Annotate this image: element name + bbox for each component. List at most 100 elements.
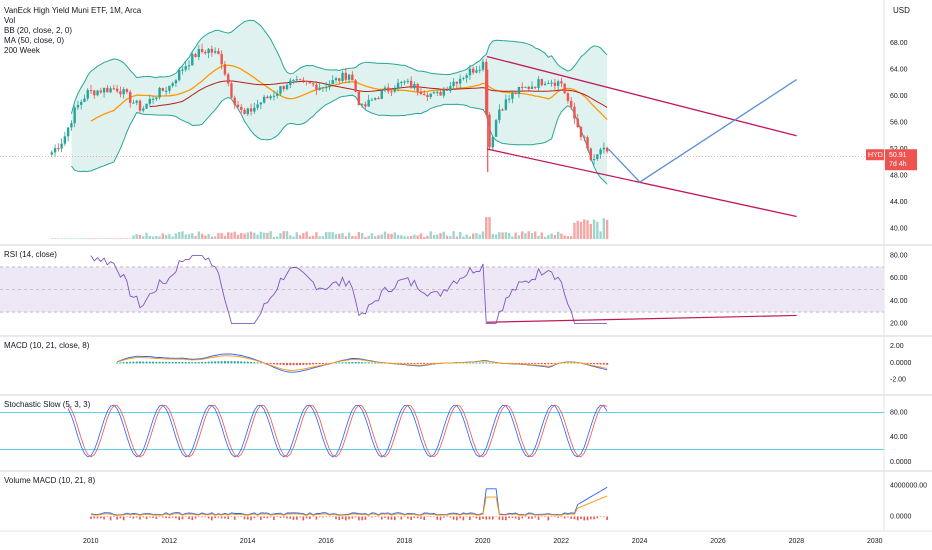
- candle-body: [227, 74, 230, 84]
- candle-body: [423, 94, 426, 96]
- volume-bar: [125, 238, 129, 239]
- macd-histogram-bar: [478, 362, 481, 364]
- macd-histogram-bar: [468, 362, 471, 364]
- candle-body: [191, 54, 194, 66]
- volume-bar: [266, 232, 269, 239]
- candle-body: [246, 108, 249, 115]
- candle-body: [377, 98, 380, 100]
- candle-body: [560, 81, 563, 84]
- candle-body: [540, 79, 543, 86]
- volume-bar: [318, 236, 321, 239]
- macd-histogram-bar: [308, 362, 311, 365]
- vmacd-histogram-bar: [122, 516, 125, 521]
- vmacd-histogram-bar: [305, 516, 308, 519]
- candle-body: [194, 54, 197, 57]
- vmacd-histogram-bar: [570, 516, 572, 519]
- bollinger-fill: [71, 20, 608, 185]
- vmacd-histogram-bar: [590, 516, 592, 520]
- macd-histogram-bar: [174, 361, 177, 364]
- volume-bar: [321, 236, 325, 239]
- vmacd-histogram-bar: [273, 516, 275, 520]
- macd-histogram-bar: [191, 362, 194, 364]
- legend-200week[interactable]: 200 Week: [4, 46, 40, 55]
- macd-histogram-bar: [361, 362, 364, 364]
- vmacd-histogram-bar: [302, 516, 305, 521]
- macd-histogram-bar: [531, 362, 533, 364]
- macd-histogram-bar: [514, 362, 517, 364]
- volume-bar: [132, 235, 135, 239]
- candle-body: [109, 88, 112, 93]
- candle-body: [289, 80, 292, 86]
- candle-body: [158, 87, 161, 98]
- macd-histogram-bar: [155, 361, 158, 364]
- vmacd-histogram-bar: [165, 516, 167, 519]
- price-tick: 44.00: [890, 199, 908, 206]
- legend-bb[interactable]: BB (20, close, 2, 0): [4, 26, 73, 35]
- volume-bar: [295, 232, 298, 239]
- vmacd-histogram-bar: [171, 516, 174, 518]
- candle-body: [396, 82, 400, 89]
- macd-histogram-bar: [171, 361, 174, 364]
- volume-bar: [311, 235, 315, 239]
- candle-body: [99, 90, 102, 93]
- macd-histogram-bar: [178, 361, 181, 364]
- rsi-title[interactable]: RSI (14, close): [4, 250, 57, 259]
- vmacd-histogram-bar: [567, 516, 569, 518]
- macd-histogram-bar: [148, 361, 151, 364]
- volume-bar: [534, 231, 537, 239]
- vmacd-histogram-bar: [315, 516, 318, 520]
- candle-body: [174, 80, 178, 84]
- candle-body: [96, 90, 99, 96]
- rsi-tick: 80.00: [890, 253, 908, 260]
- candle-body: [416, 83, 419, 92]
- candle-body: [449, 86, 452, 91]
- time-tick: 2010: [83, 538, 99, 545]
- vmacd-histogram-bar: [358, 516, 360, 521]
- macd-histogram-bar: [348, 362, 351, 364]
- volume-bar: [524, 233, 527, 239]
- volume-bar: [605, 219, 609, 239]
- vmacd-histogram-bar: [527, 516, 530, 519]
- legend-vol[interactable]: Vol: [4, 16, 16, 25]
- vmacd-title[interactable]: Volume MACD (10, 21, 8): [4, 476, 96, 485]
- vmacd-histogram-bar: [374, 516, 376, 517]
- candle-body: [115, 88, 119, 92]
- macd-histogram-bar: [318, 362, 321, 365]
- volume-bar: [462, 236, 465, 239]
- vmacd-histogram-bar: [400, 516, 403, 520]
- vmacd-histogram-bar: [580, 516, 582, 520]
- volume-bar: [122, 238, 125, 239]
- volume-bar: [240, 233, 243, 239]
- candle-body: [498, 109, 501, 121]
- macd-histogram-bar: [576, 362, 579, 364]
- candle-body: [563, 83, 566, 94]
- volume-bar: [302, 233, 305, 239]
- candle-body: [220, 53, 223, 65]
- stoch-title[interactable]: Stochastic Slow (5, 3, 3): [4, 400, 91, 409]
- candle-body: [331, 80, 334, 85]
- volume-bar: [547, 234, 550, 239]
- vmacd-histogram-bar: [351, 516, 354, 519]
- macd-title[interactable]: MACD (10, 21, close, 8): [4, 341, 90, 350]
- candle-body: [119, 91, 122, 95]
- macd-histogram-bar: [335, 362, 337, 364]
- vmacd-histogram-bar: [576, 516, 579, 521]
- vmacd-histogram-bar: [217, 516, 220, 518]
- candle-body: [534, 86, 537, 88]
- vmacd-histogram-bar: [603, 516, 605, 518]
- volume-bar: [357, 232, 361, 239]
- macd-histogram-bar: [253, 362, 256, 364]
- volume-bar: [325, 231, 328, 239]
- candle-body: [262, 96, 266, 103]
- volume-bar: [393, 232, 396, 239]
- candle-body: [501, 109, 504, 111]
- candle-body: [83, 98, 86, 102]
- macd-tick: 0.0000: [890, 360, 912, 367]
- macd-histogram-bar: [302, 362, 305, 365]
- vmacd-histogram-bar: [292, 516, 295, 520]
- vmacd-histogram-bar: [289, 516, 292, 519]
- candle-body: [357, 91, 361, 106]
- vmacd-histogram-bar: [139, 516, 141, 520]
- legend-ma[interactable]: MA (50, close, 0): [4, 36, 65, 45]
